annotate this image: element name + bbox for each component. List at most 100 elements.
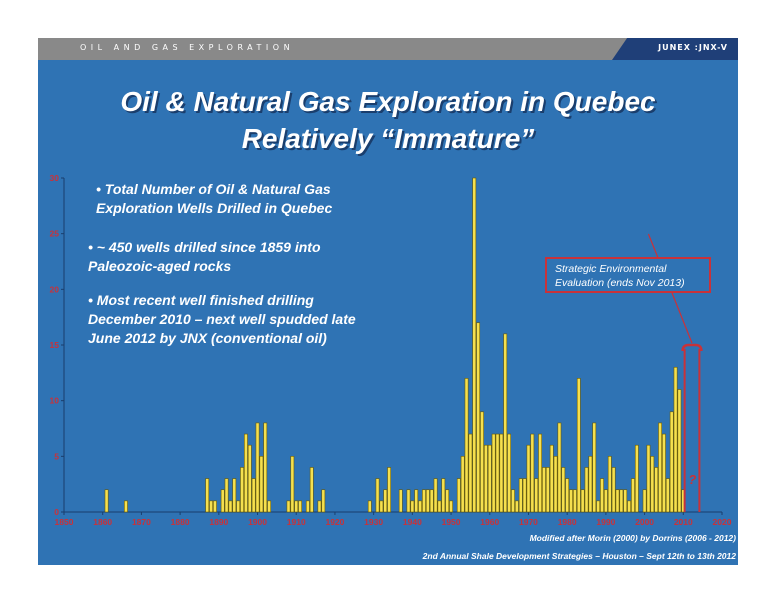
bar: [429, 489, 434, 513]
x-tick-label: 1870: [132, 517, 151, 527]
bar: [538, 433, 542, 513]
slide-title-line2: Relatively “Immature”: [241, 123, 535, 154]
x-tick-label: 2000: [635, 517, 654, 527]
bar: [433, 478, 438, 513]
bar: [383, 489, 388, 513]
bar: [259, 456, 264, 513]
bar: [580, 489, 585, 513]
bar: [236, 500, 241, 513]
x-tick-label: 1930: [364, 517, 383, 527]
bar: [487, 444, 492, 513]
bar: [518, 478, 523, 513]
bar: [379, 500, 384, 513]
x-tick-label: 2010: [674, 517, 693, 527]
bar: [658, 422, 662, 513]
bar: [480, 411, 484, 513]
bar: [615, 489, 620, 513]
x-tick-label: 1910: [287, 517, 306, 527]
bar: [441, 478, 446, 513]
bar: [600, 478, 604, 513]
bar: [205, 478, 210, 513]
bar: [228, 500, 233, 513]
data-credit: Modified after Morin (2000) by Dorrins (…: [529, 533, 736, 543]
bar: [569, 489, 573, 513]
x-tick-label: 1980: [558, 517, 577, 527]
bar: [596, 500, 601, 513]
bar: [422, 489, 426, 513]
bar: [545, 467, 550, 513]
bar: [526, 444, 531, 513]
bar: [209, 500, 213, 513]
y-tick-label: 20: [50, 284, 60, 294]
x-tick-label: 1860: [93, 517, 112, 527]
bar: [290, 456, 295, 513]
bar: [503, 333, 508, 513]
bar: [495, 433, 500, 513]
bar: [468, 433, 473, 513]
x-tick-label: 1890: [209, 517, 228, 527]
bar: [418, 500, 422, 513]
section-label: OIL AND GAS EXPLORATION: [80, 43, 295, 52]
bar: [576, 378, 581, 513]
x-tick-label: 1990: [596, 517, 615, 527]
bar: [623, 489, 628, 513]
bar: [213, 500, 217, 513]
bar: [220, 489, 225, 513]
bar: [298, 500, 302, 513]
bar: [534, 478, 539, 513]
bar: [507, 433, 512, 513]
bar: [406, 489, 411, 513]
y-tick-label: 25: [50, 229, 60, 239]
header-bar: OIL AND GAS EXPLORATION JUNEX :JNX-V: [38, 38, 738, 60]
bar: [646, 444, 651, 513]
bar: [425, 489, 430, 513]
bar: [573, 489, 577, 513]
question-mark: ?: [688, 472, 696, 487]
bar: [619, 489, 624, 513]
bar: [665, 478, 670, 513]
bar: [255, 422, 260, 513]
bar: [267, 500, 272, 513]
brand-bar: JUNEX :JNX-V: [612, 38, 738, 60]
bar: [611, 467, 616, 513]
x-tick-label: 1880: [171, 517, 190, 527]
sea-callout-box: Strategic Environmental Evaluation (ends…: [545, 257, 711, 293]
bar: [398, 489, 403, 513]
bar: [263, 422, 268, 513]
x-tick-label: 1920: [325, 517, 344, 527]
bullet-450-wells: • ~ 450 wells drilled since 1859 into Pa…: [88, 239, 321, 274]
bar: [124, 500, 128, 513]
bar: [634, 444, 639, 513]
bar: [627, 500, 631, 513]
bar: [244, 433, 248, 513]
bar: [460, 456, 465, 513]
bar: [603, 489, 608, 513]
bar: [522, 478, 527, 513]
x-tick-label: 1960: [480, 517, 499, 527]
bar: [491, 433, 496, 513]
y-tick-label: 15: [50, 340, 60, 350]
bar: [557, 422, 562, 513]
bar: [387, 467, 392, 513]
bar: [410, 500, 415, 513]
bar: [232, 478, 237, 513]
x-tick-label: 1850: [55, 517, 74, 527]
y-tick-label: 30: [50, 173, 60, 183]
bullet-total-wells: • Total Number of Oil & Natural Gas Expl…: [96, 181, 333, 216]
bar: [565, 478, 570, 513]
bar: [472, 177, 477, 513]
bar: [592, 422, 597, 513]
bar: [437, 500, 442, 513]
bar: [654, 467, 659, 513]
bar: [553, 456, 558, 513]
bar: [549, 444, 554, 513]
bar: [561, 467, 566, 513]
bar: [484, 444, 488, 513]
x-tick-label: 1950: [442, 517, 461, 527]
bar: [321, 489, 326, 513]
y-tick-label: 0: [54, 507, 59, 517]
y-tick-label: 5: [54, 451, 59, 461]
bullet-recent-well: • Most recent well finished drilling Dec…: [88, 292, 356, 346]
bar: [294, 500, 299, 513]
wells-bar-chart: 0 5 10 15 20 25 30 1850 1860 1870 1880 1890 1900 1910…: [50, 173, 732, 527]
